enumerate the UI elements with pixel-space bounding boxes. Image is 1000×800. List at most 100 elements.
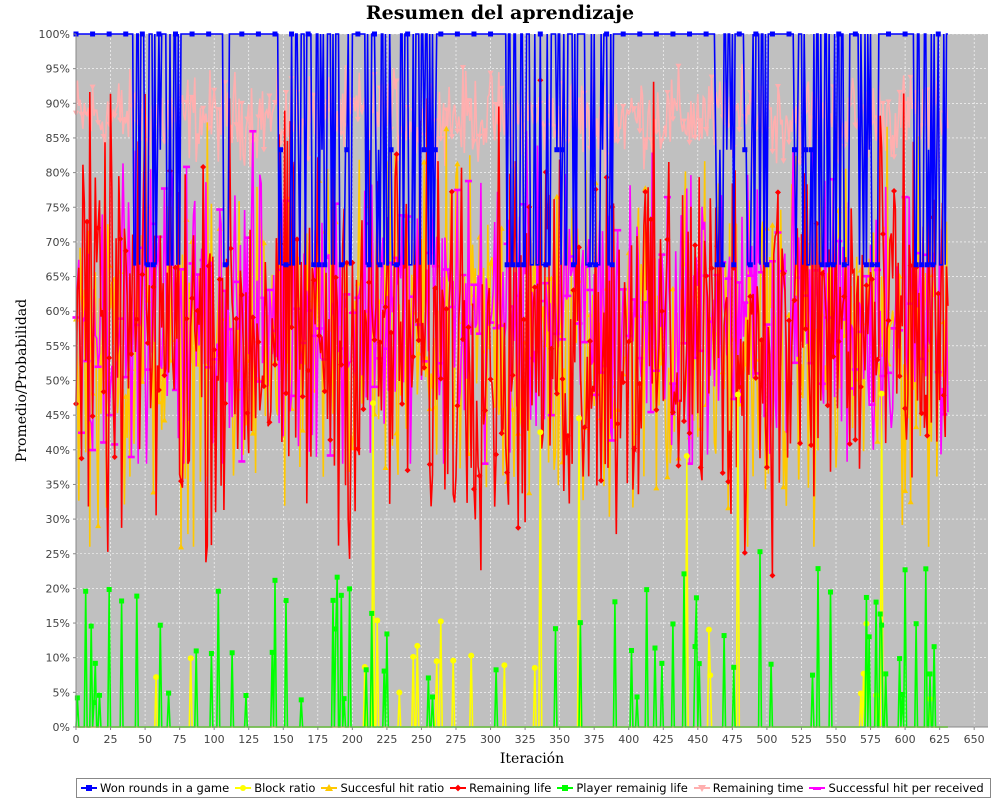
series-point [830, 353, 837, 360]
series-point [106, 31, 112, 37]
series-point [437, 136, 444, 142]
y-tick-label: 65% [46, 271, 70, 284]
series-point [587, 338, 594, 345]
series-point [363, 667, 369, 673]
series-point [344, 147, 350, 153]
legend-item: Remaining life [450, 781, 551, 795]
legend-item: Player remainig life [557, 781, 688, 795]
series-point [703, 127, 710, 133]
series-point [227, 245, 234, 252]
series-point [216, 107, 223, 113]
series-point [769, 148, 776, 155]
series-point [696, 661, 702, 667]
series-point [299, 427, 306, 433]
series-point [443, 306, 450, 313]
series-point [369, 610, 375, 616]
series-point [442, 268, 450, 271]
series-point [421, 147, 427, 153]
series-point [123, 31, 129, 37]
legend-swatch [809, 783, 826, 793]
series-point [927, 671, 933, 677]
series-point [388, 329, 395, 336]
series-point [438, 31, 444, 37]
x-tick-label: 525 [791, 733, 812, 746]
series-point [498, 324, 506, 327]
series-point [354, 445, 361, 452]
series-point [388, 147, 394, 153]
series-point [902, 31, 908, 37]
series-point [78, 111, 85, 118]
series-point [619, 288, 627, 291]
series-point [100, 441, 108, 444]
series-point [333, 626, 339, 632]
series-point [636, 380, 643, 387]
series-point [265, 288, 273, 292]
series-point [764, 262, 770, 268]
series-point [216, 276, 223, 283]
series-point [669, 409, 676, 416]
series-point [84, 111, 91, 118]
series-point [819, 262, 825, 268]
series-point [111, 454, 118, 461]
series-point [637, 31, 643, 37]
series-point [873, 692, 880, 699]
series-point [757, 549, 763, 555]
series-point [119, 598, 125, 604]
series-point [255, 339, 262, 346]
series-point [266, 419, 273, 426]
series-point [818, 382, 826, 386]
series-point [862, 274, 870, 278]
series-point [786, 139, 793, 146]
series-point [468, 652, 475, 659]
series-point [885, 371, 893, 375]
series-point [393, 256, 401, 260]
series-point [288, 394, 296, 398]
series-point [338, 361, 345, 368]
series-point [233, 122, 240, 128]
series-point [874, 262, 880, 268]
series-point [189, 31, 195, 37]
legend-item: Won rounds in a game [81, 781, 229, 795]
series-point [338, 592, 344, 598]
series-point [249, 314, 256, 321]
series-point [554, 147, 560, 153]
y-axis-label: Promedio/Probabilidad [14, 299, 30, 462]
series-point [172, 264, 179, 271]
series-point [183, 99, 190, 106]
series-point [450, 657, 457, 664]
series-point [808, 147, 814, 153]
series-point [913, 621, 919, 627]
series-point [608, 439, 616, 442]
series-point [570, 262, 576, 268]
series-point [653, 129, 660, 136]
series-point [669, 116, 676, 122]
series-point [736, 383, 743, 390]
series-point [239, 31, 245, 37]
series-point [827, 589, 833, 595]
series-point [902, 487, 909, 493]
x-tick-label: 25 [104, 733, 118, 746]
series-point [731, 262, 737, 268]
series-point [681, 571, 687, 577]
series-point [581, 424, 588, 431]
y-tick-label: 35% [46, 478, 70, 491]
series-point [399, 400, 406, 407]
series-point [387, 261, 395, 265]
y-tick-label: 80% [46, 167, 70, 180]
x-tick-label: 100 [204, 733, 225, 746]
series-point [647, 216, 654, 223]
series-point [885, 317, 892, 324]
series-point [797, 440, 804, 447]
legend-swatch [321, 783, 338, 793]
series-point [454, 31, 460, 37]
series-point [122, 247, 129, 254]
series-point [741, 549, 748, 556]
series-point [885, 99, 892, 105]
series-point [553, 193, 560, 200]
series-point [122, 375, 130, 379]
series-point [907, 498, 914, 505]
legend-label: Block ratio [254, 781, 316, 795]
series-point [178, 478, 185, 485]
series-point [431, 264, 439, 268]
x-tick-label: 50 [138, 733, 152, 746]
